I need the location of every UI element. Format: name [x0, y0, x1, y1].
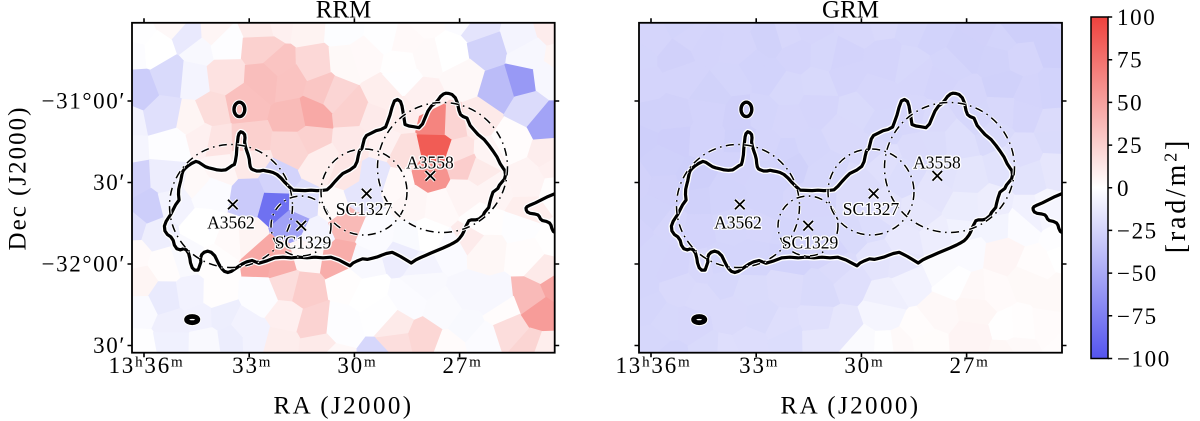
- svg-text:27m: 27m: [950, 353, 990, 378]
- svg-text:RA (J2000): RA (J2000): [274, 393, 414, 420]
- svg-text:27m: 27m: [443, 353, 483, 378]
- svg-text:33m: 33m: [232, 353, 272, 378]
- svg-text:SC1327: SC1327: [336, 199, 393, 219]
- svg-text:−32°00′: −32°00′: [42, 252, 126, 277]
- svg-text:50: 50: [1117, 90, 1143, 115]
- svg-text:RA (J2000): RA (J2000): [781, 393, 921, 420]
- svg-text:SC1327: SC1327: [843, 199, 900, 219]
- svg-text:13h36m: 13h36m: [616, 353, 692, 378]
- svg-text:−75: −75: [1117, 304, 1158, 329]
- svg-text:−100: −100: [1117, 347, 1171, 372]
- svg-text:33m: 33m: [739, 353, 779, 378]
- svg-text:A3562: A3562: [207, 212, 255, 232]
- svg-text:A3558: A3558: [913, 152, 961, 172]
- svg-text:25: 25: [1117, 133, 1143, 158]
- svg-text:SC1329: SC1329: [782, 232, 839, 252]
- svg-text:A3562: A3562: [714, 212, 762, 232]
- svg-text:100: 100: [1117, 5, 1156, 30]
- svg-text:−50: −50: [1117, 261, 1158, 286]
- svg-text:−31°00′: −31°00′: [42, 89, 126, 114]
- svg-text:30′: 30′: [93, 170, 126, 195]
- svg-text:−25: −25: [1117, 218, 1158, 243]
- svg-text:30′: 30′: [93, 333, 126, 358]
- svg-text:75: 75: [1117, 48, 1143, 73]
- svg-text:30m: 30m: [337, 353, 377, 378]
- svg-text:0: 0: [1117, 176, 1130, 201]
- svg-text:Dec (J2000): Dec (J2000): [5, 106, 32, 251]
- svg-text:SC1329: SC1329: [275, 232, 332, 252]
- svg-text:30m: 30m: [844, 353, 884, 378]
- svg-text:RRM: RRM: [316, 0, 372, 24]
- svg-text:GRM: GRM: [822, 0, 879, 24]
- svg-text:A3558: A3558: [406, 152, 454, 172]
- svg-text:13h36m: 13h36m: [109, 353, 185, 378]
